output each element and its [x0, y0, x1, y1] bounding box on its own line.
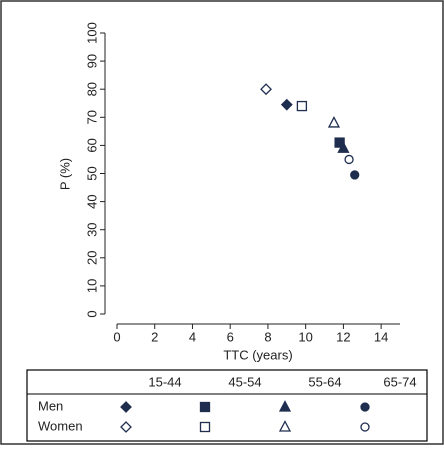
legend-marker	[199, 421, 211, 433]
legend-marker	[360, 422, 370, 432]
y-tick-label: 40	[84, 194, 99, 208]
point	[344, 154, 354, 165]
legend-header: 55-64	[308, 374, 341, 389]
y-tick-label: 90	[84, 54, 99, 68]
point	[280, 98, 293, 111]
y-tick-label: 100	[84, 22, 99, 44]
legend-header: 15-44	[148, 374, 181, 389]
legend-marker	[120, 421, 132, 433]
point	[327, 116, 341, 128]
x-tick-label: 12	[336, 329, 350, 344]
point	[337, 141, 350, 153]
legend-header: 65-74	[383, 374, 416, 389]
legend-marker	[120, 401, 132, 413]
legend-marker	[199, 401, 211, 413]
x-tick-label: 4	[189, 329, 196, 344]
x-tick-label: 2	[151, 329, 158, 344]
y-tick-label: 50	[84, 166, 99, 180]
y-tick-label: 60	[84, 138, 99, 152]
legend-marker	[278, 420, 292, 432]
x-axis-title: TTC (years)	[223, 347, 292, 362]
x-tick-label: 8	[264, 329, 271, 344]
point	[334, 137, 345, 148]
y-tick-label: 70	[84, 110, 99, 124]
legend-marker	[278, 400, 292, 412]
x-tick-label: 10	[298, 329, 312, 344]
legend-label: Women	[38, 418, 83, 433]
y-tick-label: 80	[84, 82, 99, 96]
legend-box	[26, 369, 428, 442]
y-axis-title: P (%)	[57, 158, 72, 190]
y-tick-label: 20	[84, 251, 99, 265]
legend-header: 45-54	[228, 374, 261, 389]
y-tick-label: 0	[84, 310, 99, 317]
x-tick-label: 14	[374, 329, 388, 344]
point	[350, 170, 360, 180]
legend-label: Men	[38, 398, 63, 413]
point	[296, 100, 308, 112]
x-tick-label: 6	[227, 329, 234, 344]
y-tick-label: 10	[84, 279, 99, 293]
legend-marker	[360, 402, 370, 412]
x-tick-label: 0	[113, 329, 120, 344]
point	[260, 83, 272, 96]
y-tick-label: 30	[84, 222, 99, 236]
